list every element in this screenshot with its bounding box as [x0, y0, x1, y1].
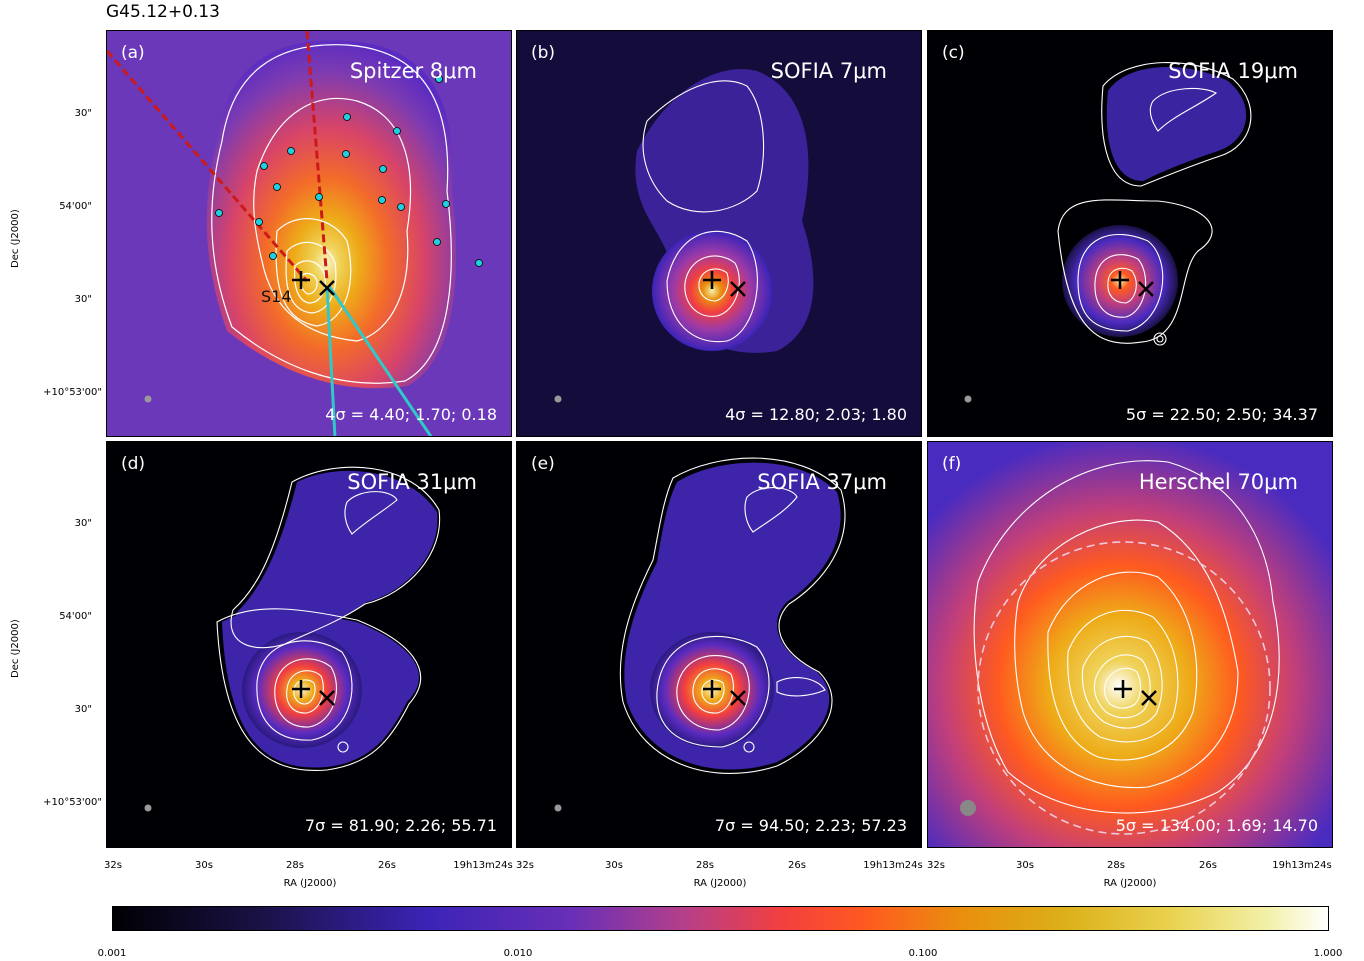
panel-a-sigma: 4σ = 4.40; 1.70; 0.18	[325, 405, 497, 424]
panel-a-image	[107, 31, 511, 436]
figure-title: G45.12+0.13	[106, 2, 220, 22]
panel-d: (d) SOFIA 31μm 7σ = 81.90; 2.26; 55.71	[106, 441, 512, 848]
panel-c-label: (c)	[942, 43, 965, 63]
x-tick: 32s	[104, 860, 122, 871]
source-label-s14: S14	[261, 287, 292, 306]
panel-e-label: (e)	[531, 454, 555, 474]
panel-e-image	[517, 442, 921, 847]
x-axis-label: RA (J2000)	[283, 878, 337, 889]
y-tick: 30"	[74, 294, 92, 305]
panel-f-title: Herschel 70μm	[1138, 470, 1298, 494]
y-tick: 54'00"	[59, 611, 92, 622]
panel-b: (b) SOFIA 7μm 4σ = 12.80; 2.03; 1.80	[516, 30, 922, 437]
panel-b-title: SOFIA 7μm	[770, 59, 887, 83]
panel-c-image	[928, 31, 1332, 436]
panel-c-title: SOFIA 19μm	[1168, 59, 1298, 83]
x-tick: 28s	[1107, 860, 1125, 871]
y-tick: 30"	[74, 704, 92, 715]
panel-f-image	[928, 442, 1332, 847]
colorbar-tick: 0.010	[503, 948, 533, 959]
panel-b-label: (b)	[531, 43, 556, 63]
panel-a-label: (a)	[121, 43, 145, 63]
y-tick: 30"	[74, 108, 92, 119]
x-tick: 19h13m24s	[863, 860, 923, 871]
colorbar-tick: 0.001	[97, 948, 127, 959]
y-axis-label-top: Dec (J2000)	[10, 209, 21, 268]
panel-e-sigma: 7σ = 94.50; 2.23; 57.23	[714, 816, 907, 835]
x-tick: 30s	[605, 860, 623, 871]
panel-f-sigma: 5σ = 134.00; 1.69; 14.70	[1115, 816, 1318, 835]
x-tick: 19h13m24s	[1272, 860, 1332, 871]
y-tick: +10°53'00"	[43, 387, 102, 398]
x-tick: 19h13m24s	[453, 860, 513, 871]
colorbar	[112, 906, 1329, 931]
y-tick: 30"	[74, 518, 92, 529]
y-axis-label-bottom: Dec (J2000)	[10, 619, 21, 678]
x-axis-label: RA (J2000)	[1103, 878, 1157, 889]
x-tick: 32s	[927, 860, 945, 871]
x-tick: 32s	[516, 860, 534, 871]
x-tick: 28s	[286, 860, 304, 871]
x-tick: 30s	[1016, 860, 1034, 871]
panel-e-title: SOFIA 37μm	[757, 470, 887, 494]
panel-a-title: Spitzer 8μm	[349, 59, 477, 83]
panel-d-title: SOFIA 31μm	[347, 470, 477, 494]
panel-c-sigma: 5σ = 22.50; 2.50; 34.37	[1125, 405, 1318, 424]
colorbar-tick: 0.100	[908, 948, 938, 959]
x-tick: 30s	[195, 860, 213, 871]
x-tick: 26s	[788, 860, 806, 871]
y-tick: 54'00"	[59, 201, 92, 212]
panel-e: (e) SOFIA 37μm 7σ = 94.50; 2.23; 57.23	[516, 441, 922, 848]
panel-d-sigma: 7σ = 81.90; 2.26; 55.71	[304, 816, 497, 835]
panel-d-image	[107, 442, 511, 847]
colorbar-tick: 1.000	[1313, 948, 1343, 959]
x-tick: 28s	[696, 860, 714, 871]
panel-f: (f) Herschel 70μm 5σ = 134.00; 1.69; 14.…	[927, 441, 1333, 848]
panel-d-label: (d)	[121, 454, 146, 474]
panel-b-image	[517, 31, 921, 436]
x-tick: 26s	[378, 860, 396, 871]
y-tick: +10°53'00"	[43, 797, 102, 808]
panel-f-label: (f)	[942, 454, 962, 474]
panel-c: (c) SOFIA 19μm 5σ = 22.50; 2.50; 34.37	[927, 30, 1333, 437]
x-tick: 26s	[1199, 860, 1217, 871]
panel-b-sigma: 4σ = 12.80; 2.03; 1.80	[725, 405, 907, 424]
x-axis-label: RA (J2000)	[693, 878, 747, 889]
panel-a: (a) Spitzer 8μm S14 4σ = 4.40; 1.70; 0.1…	[106, 30, 512, 437]
